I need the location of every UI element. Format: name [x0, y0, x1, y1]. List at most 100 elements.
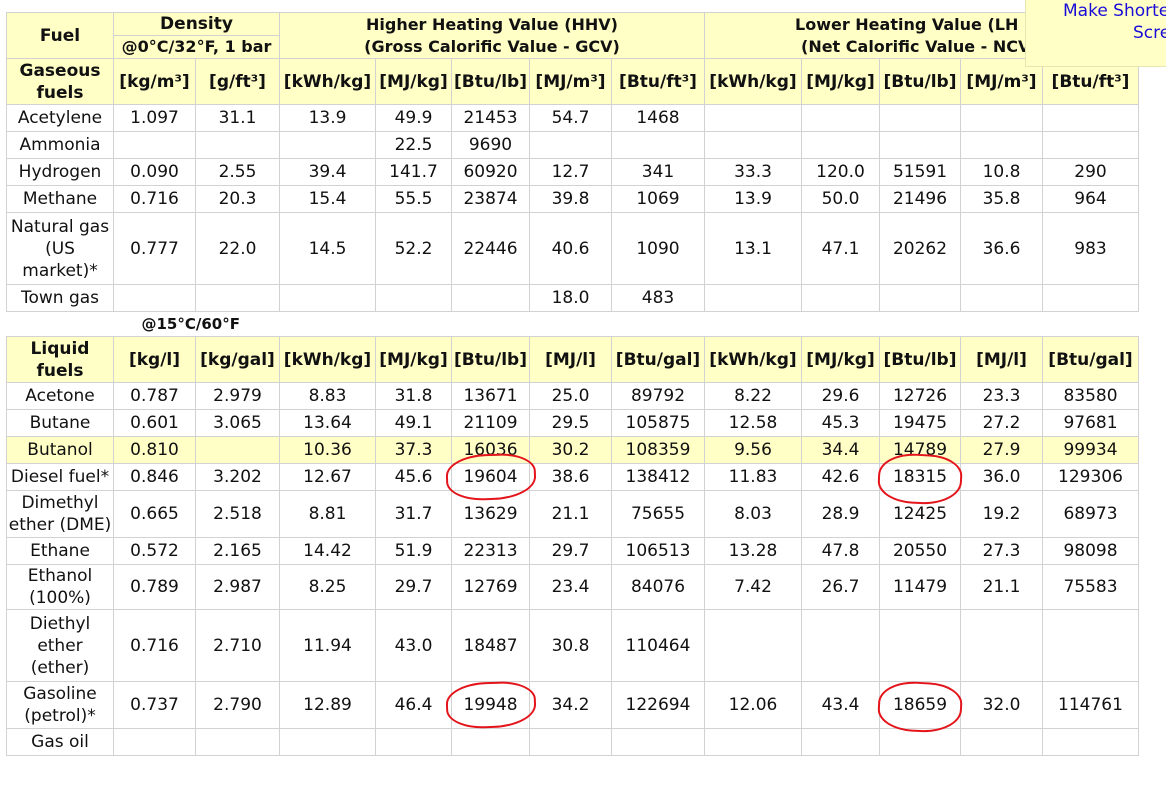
value-cell: 13629: [451, 490, 530, 538]
value-cell: [704, 609, 802, 682]
value-cell: 1090: [611, 212, 705, 285]
blank-cell: [1043, 312, 1139, 337]
value-cell: 8.25: [279, 564, 376, 610]
table-row: Town gas 18.0 483: [6, 284, 1139, 312]
value-cell: 12.58: [704, 409, 802, 437]
value-cell: 55.5: [375, 185, 452, 213]
value-cell: [1042, 131, 1139, 159]
value-cell: 2.710: [195, 609, 280, 682]
value-cell: 51.9: [375, 537, 452, 565]
value-cell: 47.1: [801, 212, 880, 285]
value-cell: 13.64: [279, 409, 376, 437]
value-cell: 12769: [451, 564, 530, 610]
value-cell: [879, 609, 961, 682]
value-cell: [529, 131, 612, 159]
blank-cell: [880, 312, 961, 337]
unit-header: [Btu/gal]: [1042, 336, 1139, 383]
value-cell: 35.8: [960, 185, 1043, 213]
table-row: Diesel fuel* 0.846 3.202 12.67 45.6 19604 38.6…: [6, 463, 1139, 491]
value-cell: [960, 728, 1043, 756]
unit-header: [Btu/ft³]: [611, 58, 705, 105]
circled-value-cell: 18659: [879, 681, 961, 729]
value-cell: 21109: [451, 409, 530, 437]
value-cell: 106513: [611, 537, 705, 565]
value-cell: [375, 284, 452, 312]
value-cell: [960, 609, 1043, 682]
value-cell: 0.810: [113, 436, 196, 464]
fuel-properties-table: Fuel Density Higher Heating Value (HHV) (Gr…: [6, 12, 1139, 756]
value-cell: 27.9: [960, 436, 1043, 464]
blank-cell: [961, 312, 1043, 337]
value-cell: 20262: [879, 212, 961, 285]
unit-header: [Btu/gal]: [611, 336, 705, 383]
value-cell: 9.56: [704, 436, 802, 464]
lhv-subtitle: (Net Calorific Value - NCV: [801, 36, 1031, 56]
fuel-name: Diesel fuel*: [6, 463, 114, 491]
value-cell: 49.9: [375, 104, 452, 132]
value-cell: [195, 728, 280, 756]
value-cell: 54.7: [529, 104, 612, 132]
blank-cell: [530, 312, 612, 337]
fuel-header: Fuel: [6, 12, 114, 59]
blank-cell: [7, 312, 114, 337]
unit-header: [kWh/kg]: [279, 336, 376, 383]
value-cell: 22446: [451, 212, 530, 285]
value-cell: 0.846: [113, 463, 196, 491]
value-cell: 0.601: [113, 409, 196, 437]
value-cell: 11479: [879, 564, 961, 610]
value-cell: [375, 728, 452, 756]
value-cell: [279, 131, 376, 159]
value-cell: 26.7: [801, 564, 880, 610]
value-cell: 3.202: [195, 463, 280, 491]
blank-cell: [452, 312, 530, 337]
value-cell: [879, 728, 961, 756]
value-cell: 39.8: [529, 185, 612, 213]
table-row: Gas oil: [6, 728, 1139, 756]
value-cell: 40.6: [529, 212, 612, 285]
value-cell: [279, 284, 376, 312]
value-cell: 19475: [879, 409, 961, 437]
value-cell: 141.7: [375, 158, 452, 186]
value-cell: 18487: [451, 609, 530, 682]
value-cell: [451, 728, 530, 756]
value-cell: 20.3: [195, 185, 280, 213]
value-cell: 0.787: [113, 382, 196, 410]
value-cell: 29.6: [801, 382, 880, 410]
value-cell: 11.94: [279, 609, 376, 682]
density-condition: @0°C/32°F, 1 bar: [113, 35, 280, 59]
value-cell: 51591: [879, 158, 961, 186]
table-row: Acetylene 1.097 31.1 13.9 49.9 21453 54.7 1468: [6, 104, 1139, 132]
value-cell: [279, 728, 376, 756]
value-cell: 0.789: [113, 564, 196, 610]
table-row: Methane 0.716 20.3 15.4 55.5 23874 39.8 1069 13.…: [6, 185, 1139, 213]
value-cell: 0.665: [113, 490, 196, 538]
value-cell: 10.8: [960, 158, 1043, 186]
value-cell: 60920: [451, 158, 530, 186]
value-cell: 75583: [1042, 564, 1139, 610]
unit-header: [Btu/lb]: [451, 336, 530, 383]
fuel-name: Natural gas (US market)*: [6, 212, 114, 285]
screenshot-link[interactable]: Scre: [1133, 23, 1166, 43]
value-cell: 52.2: [375, 212, 452, 285]
fuel-name: Dimethyl ether (DME): [6, 490, 114, 538]
make-shortcut-link[interactable]: Make Shorte: [1063, 1, 1166, 21]
value-cell: 31.7: [375, 490, 452, 538]
unit-header: [kg/m³]: [113, 58, 196, 105]
value-cell: 7.42: [704, 564, 802, 610]
fuel-name: Ethane: [6, 537, 114, 565]
value-cell: 22.5: [375, 131, 452, 159]
value-cell: 43.0: [375, 609, 452, 682]
value-cell: 341: [611, 158, 705, 186]
value-cell: 19.2: [960, 490, 1043, 538]
value-cell: 122694: [611, 681, 705, 729]
value-cell: [801, 284, 880, 312]
value-cell: 32.0: [960, 681, 1043, 729]
blank-cell: [612, 312, 705, 337]
value-cell: 13.1: [704, 212, 802, 285]
value-cell: 36.0: [960, 463, 1043, 491]
hhv-title: Higher Heating Value (HHV): [365, 14, 618, 34]
value-cell: [704, 104, 802, 132]
fuel-name: Butanol: [6, 436, 114, 464]
value-cell: 0.572: [113, 537, 196, 565]
value-cell: 1.097: [113, 104, 196, 132]
